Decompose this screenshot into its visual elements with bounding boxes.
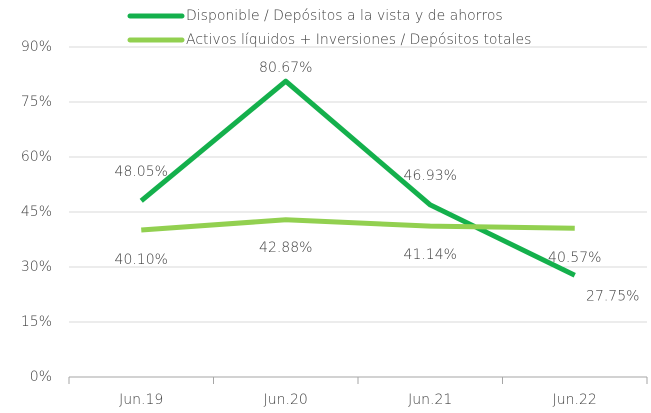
x-tick-label: Jun.22 <box>553 392 597 408</box>
y-tick-label: 0% <box>30 369 52 385</box>
x-tick-label: Jun.21 <box>408 392 452 408</box>
data-label: 42.88% <box>259 240 312 256</box>
y-tick-label: 75% <box>21 94 52 110</box>
series-line <box>139 78 576 278</box>
data-label: 46.93% <box>404 168 457 184</box>
y-tick-label: 60% <box>21 149 52 165</box>
data-label: 48.05% <box>115 164 168 180</box>
data-label: 27.75% <box>586 288 639 304</box>
y-tick-label: 15% <box>21 314 52 330</box>
data-label: 40.10% <box>115 252 168 268</box>
data-label: 40.57% <box>548 250 601 266</box>
data-label: 80.67% <box>259 60 312 76</box>
y-tick-label: 45% <box>21 204 52 220</box>
data-label: 41.14% <box>404 247 457 263</box>
x-tick-label: Jun.20 <box>264 392 308 408</box>
legend-label: Activos líquidos + Inversiones / Depósit… <box>186 32 531 48</box>
x-tick-label: Jun.19 <box>119 392 163 408</box>
y-tick-label: 30% <box>21 259 52 275</box>
y-tick-label: 90% <box>21 39 52 55</box>
legend-label: Disponible / Depósitos a la vista y de a… <box>186 8 503 24</box>
series-line <box>141 217 575 233</box>
